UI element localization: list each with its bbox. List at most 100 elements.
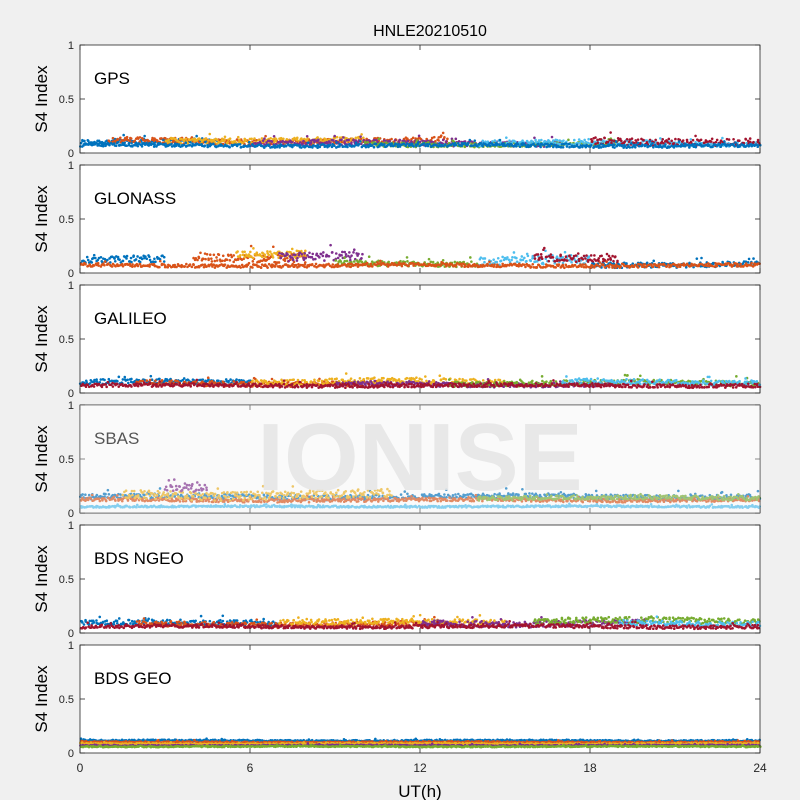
data-point	[734, 141, 737, 144]
data-point	[428, 142, 431, 146]
data-point	[488, 260, 491, 264]
data-point	[667, 137, 671, 141]
data-point	[599, 146, 603, 149]
data-point	[361, 252, 364, 256]
data-point	[125, 135, 129, 139]
data-point	[345, 136, 348, 140]
data-point	[111, 136, 115, 140]
data-point	[406, 260, 409, 263]
data-point	[443, 135, 446, 139]
data-point	[652, 259, 656, 263]
data-point	[613, 146, 616, 149]
data-point	[691, 138, 695, 142]
data-point	[193, 137, 197, 141]
data-point	[345, 259, 349, 263]
data-point	[723, 140, 726, 143]
data-point	[247, 261, 251, 265]
data-point	[634, 146, 637, 149]
data-point	[332, 139, 335, 142]
data-point	[568, 142, 571, 146]
data-point	[371, 265, 374, 268]
data-point	[290, 140, 294, 144]
data-point	[290, 256, 294, 259]
data-point	[213, 259, 217, 263]
data-point	[103, 260, 107, 263]
data-point	[654, 138, 657, 142]
data-point	[220, 137, 224, 141]
data-point	[217, 379, 220, 383]
data-point	[493, 263, 496, 266]
data-point	[441, 138, 445, 142]
data-point	[298, 141, 302, 144]
data-point	[596, 141, 600, 145]
data-point	[539, 145, 542, 149]
data-point	[481, 139, 485, 143]
data-point	[619, 139, 623, 143]
data-point	[362, 377, 366, 381]
data-point	[390, 137, 393, 141]
data-point	[265, 141, 268, 144]
data-point	[295, 259, 299, 262]
data-point	[238, 138, 241, 142]
data-point	[280, 144, 283, 148]
panel-label: GPS	[94, 69, 130, 88]
data-point	[553, 260, 557, 263]
data-point	[301, 142, 304, 146]
data-point	[551, 139, 555, 142]
data-point	[632, 377, 636, 381]
data-point	[438, 142, 441, 145]
data-point	[96, 261, 100, 265]
data-point	[249, 244, 253, 248]
data-point	[582, 254, 586, 258]
data-point	[589, 254, 593, 257]
data-point	[505, 136, 508, 139]
data-point	[349, 377, 353, 380]
data-point	[212, 142, 215, 146]
data-point	[688, 146, 691, 149]
data-point	[689, 138, 693, 141]
data-point	[539, 253, 543, 256]
data-point	[733, 145, 736, 148]
data-point	[677, 140, 681, 143]
data-point	[308, 143, 312, 146]
data-point	[709, 140, 713, 143]
data-point	[144, 255, 147, 258]
data-point	[594, 136, 597, 139]
data-point	[158, 265, 161, 269]
data-point	[571, 256, 575, 260]
data-point	[294, 253, 297, 257]
data-point	[758, 262, 761, 266]
data-point	[383, 143, 386, 146]
data-point	[158, 377, 161, 381]
data-point	[427, 257, 431, 261]
y-tick-label: 1	[68, 160, 74, 172]
data-point	[309, 141, 313, 145]
data-point	[213, 140, 216, 144]
data-point	[302, 139, 305, 143]
data-point	[212, 253, 216, 257]
data-point	[610, 139, 614, 142]
data-point	[267, 253, 271, 257]
data-point	[260, 137, 264, 140]
data-point	[454, 143, 458, 147]
data-point	[379, 259, 382, 263]
data-point	[336, 256, 340, 260]
data-point	[204, 257, 207, 261]
data-point	[717, 379, 721, 383]
data-point	[349, 265, 353, 269]
data-point	[516, 143, 520, 146]
data-point	[162, 255, 166, 259]
data-point	[601, 263, 605, 267]
data-point	[545, 255, 549, 259]
data-point	[271, 137, 275, 141]
data-point	[193, 139, 196, 143]
chart-title: HNLE20210510	[373, 23, 487, 40]
data-point	[223, 138, 227, 141]
data-point	[255, 253, 259, 257]
data-point	[457, 140, 461, 143]
data-point	[300, 253, 304, 256]
data-point	[609, 258, 613, 261]
data-point	[266, 266, 269, 269]
data-point	[350, 254, 353, 257]
